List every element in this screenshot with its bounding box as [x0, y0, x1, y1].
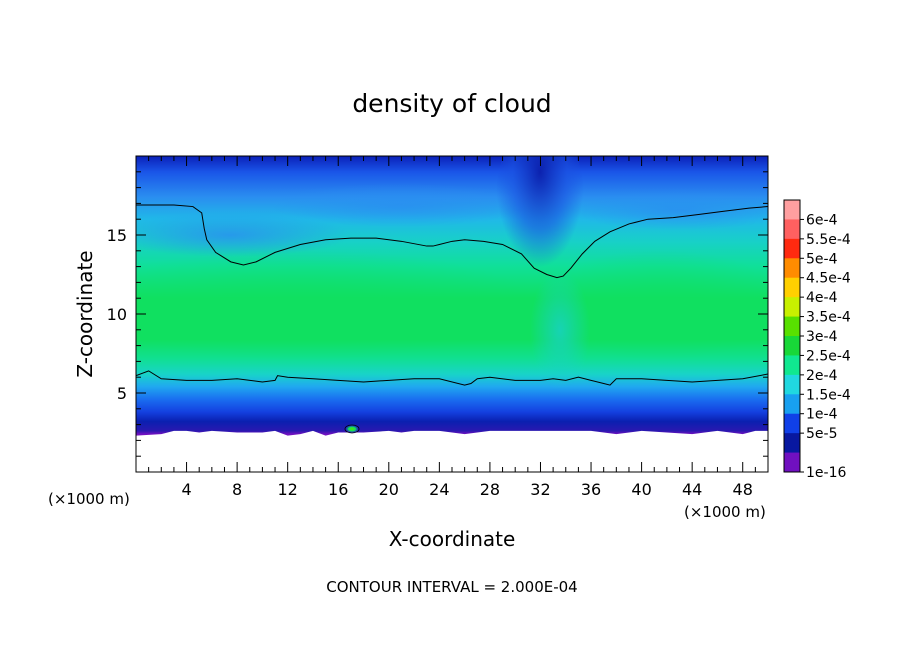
colorbar-swatch: [784, 394, 800, 415]
colorbar-label: 5.5e-4: [806, 232, 851, 248]
colorbar-swatch: [784, 374, 800, 395]
x-tick-label: 16: [328, 480, 348, 499]
x-tick-label: 40: [631, 480, 651, 499]
colorbar-swatch: [784, 200, 800, 220]
y-axis: 5 10 15: [107, 171, 768, 457]
colorbar-swatch: [784, 277, 800, 298]
colorbar-swatch: [784, 336, 800, 356]
colorbar: 6e-4 5.5e-4 5e-4 4.5e-4 4e-4 3.5e-4 3e-4 2.5e-4…: [783, 199, 851, 481]
x-tick-label: 44: [682, 480, 702, 499]
colorbar-label: 4e-4: [806, 290, 838, 306]
colorbar-label: 2e-4: [806, 368, 838, 384]
lower-lobe: [530, 270, 590, 390]
colorbar-swatch: [784, 413, 800, 434]
colorbar-label: 3e-4: [806, 329, 838, 345]
x-tick-label: 4: [181, 480, 191, 499]
colorbar-label: 1e-4: [806, 407, 838, 423]
colorbar-swatch: [784, 219, 800, 240]
x-tick-label: 20: [379, 480, 399, 499]
x-tick-label: 32: [530, 480, 550, 499]
x-unit-left: (×1000 m): [48, 490, 130, 508]
colorbar-label: 5e-5: [806, 426, 837, 442]
colorbar-swatch: [784, 238, 800, 259]
plot-area: [136, 156, 768, 472]
upper-dark-lobe-right: [570, 190, 768, 230]
x-tick-label: 48: [733, 480, 753, 499]
contour-line-lower: [136, 370, 768, 386]
y-tick-label: 5: [117, 384, 127, 403]
x-tick-label: 36: [581, 480, 601, 499]
x-tick-label: 28: [480, 480, 500, 499]
colorbar-label: 1.5e-4: [806, 387, 851, 403]
x-axis: 4 8 12 16 20 24 28 32 36 40 44 48: [148, 156, 756, 499]
y-tick-label: 15: [107, 226, 127, 245]
plateau-left: [136, 250, 540, 360]
local-max-blob: [344, 424, 360, 434]
contour-line-upper: [136, 204, 768, 279]
colorbar-label: 3.5e-4: [806, 310, 851, 326]
colorbar-label: 4.5e-4: [806, 271, 851, 287]
colorbar-label: 2.5e-4: [806, 348, 851, 364]
x-tick-label: 12: [278, 480, 298, 499]
dip-column: [495, 156, 585, 305]
colorbar-swatch: [784, 258, 800, 279]
x-tick-label: 8: [232, 480, 242, 499]
x-unit-right: (×1000 m): [684, 503, 766, 521]
colorbar-label: 1e-16: [806, 465, 846, 481]
colorbar-label: 6e-4: [806, 212, 838, 228]
colorbar-swatch: [784, 433, 800, 454]
x-tick-label: 24: [429, 480, 449, 499]
terrain-mask: [136, 430, 768, 472]
y-tick-label: 10: [107, 305, 127, 324]
chart-title: density of cloud: [352, 89, 551, 118]
colorbar-swatch: [784, 452, 800, 473]
colorbar-swatch: [784, 355, 800, 376]
colorbar-swatch: [784, 297, 800, 318]
contour-lines: [136, 204, 768, 386]
upper-dark-lobe-center: [270, 183, 530, 227]
y-axis-label: Z-coordinate: [73, 250, 97, 377]
x-axis-label: X-coordinate: [389, 527, 516, 551]
colorbar-swatch: [784, 316, 800, 337]
contour-interval-note: CONTOUR INTERVAL = 2.000E-04: [326, 578, 577, 596]
colorbar-label: 5e-4: [806, 251, 838, 267]
